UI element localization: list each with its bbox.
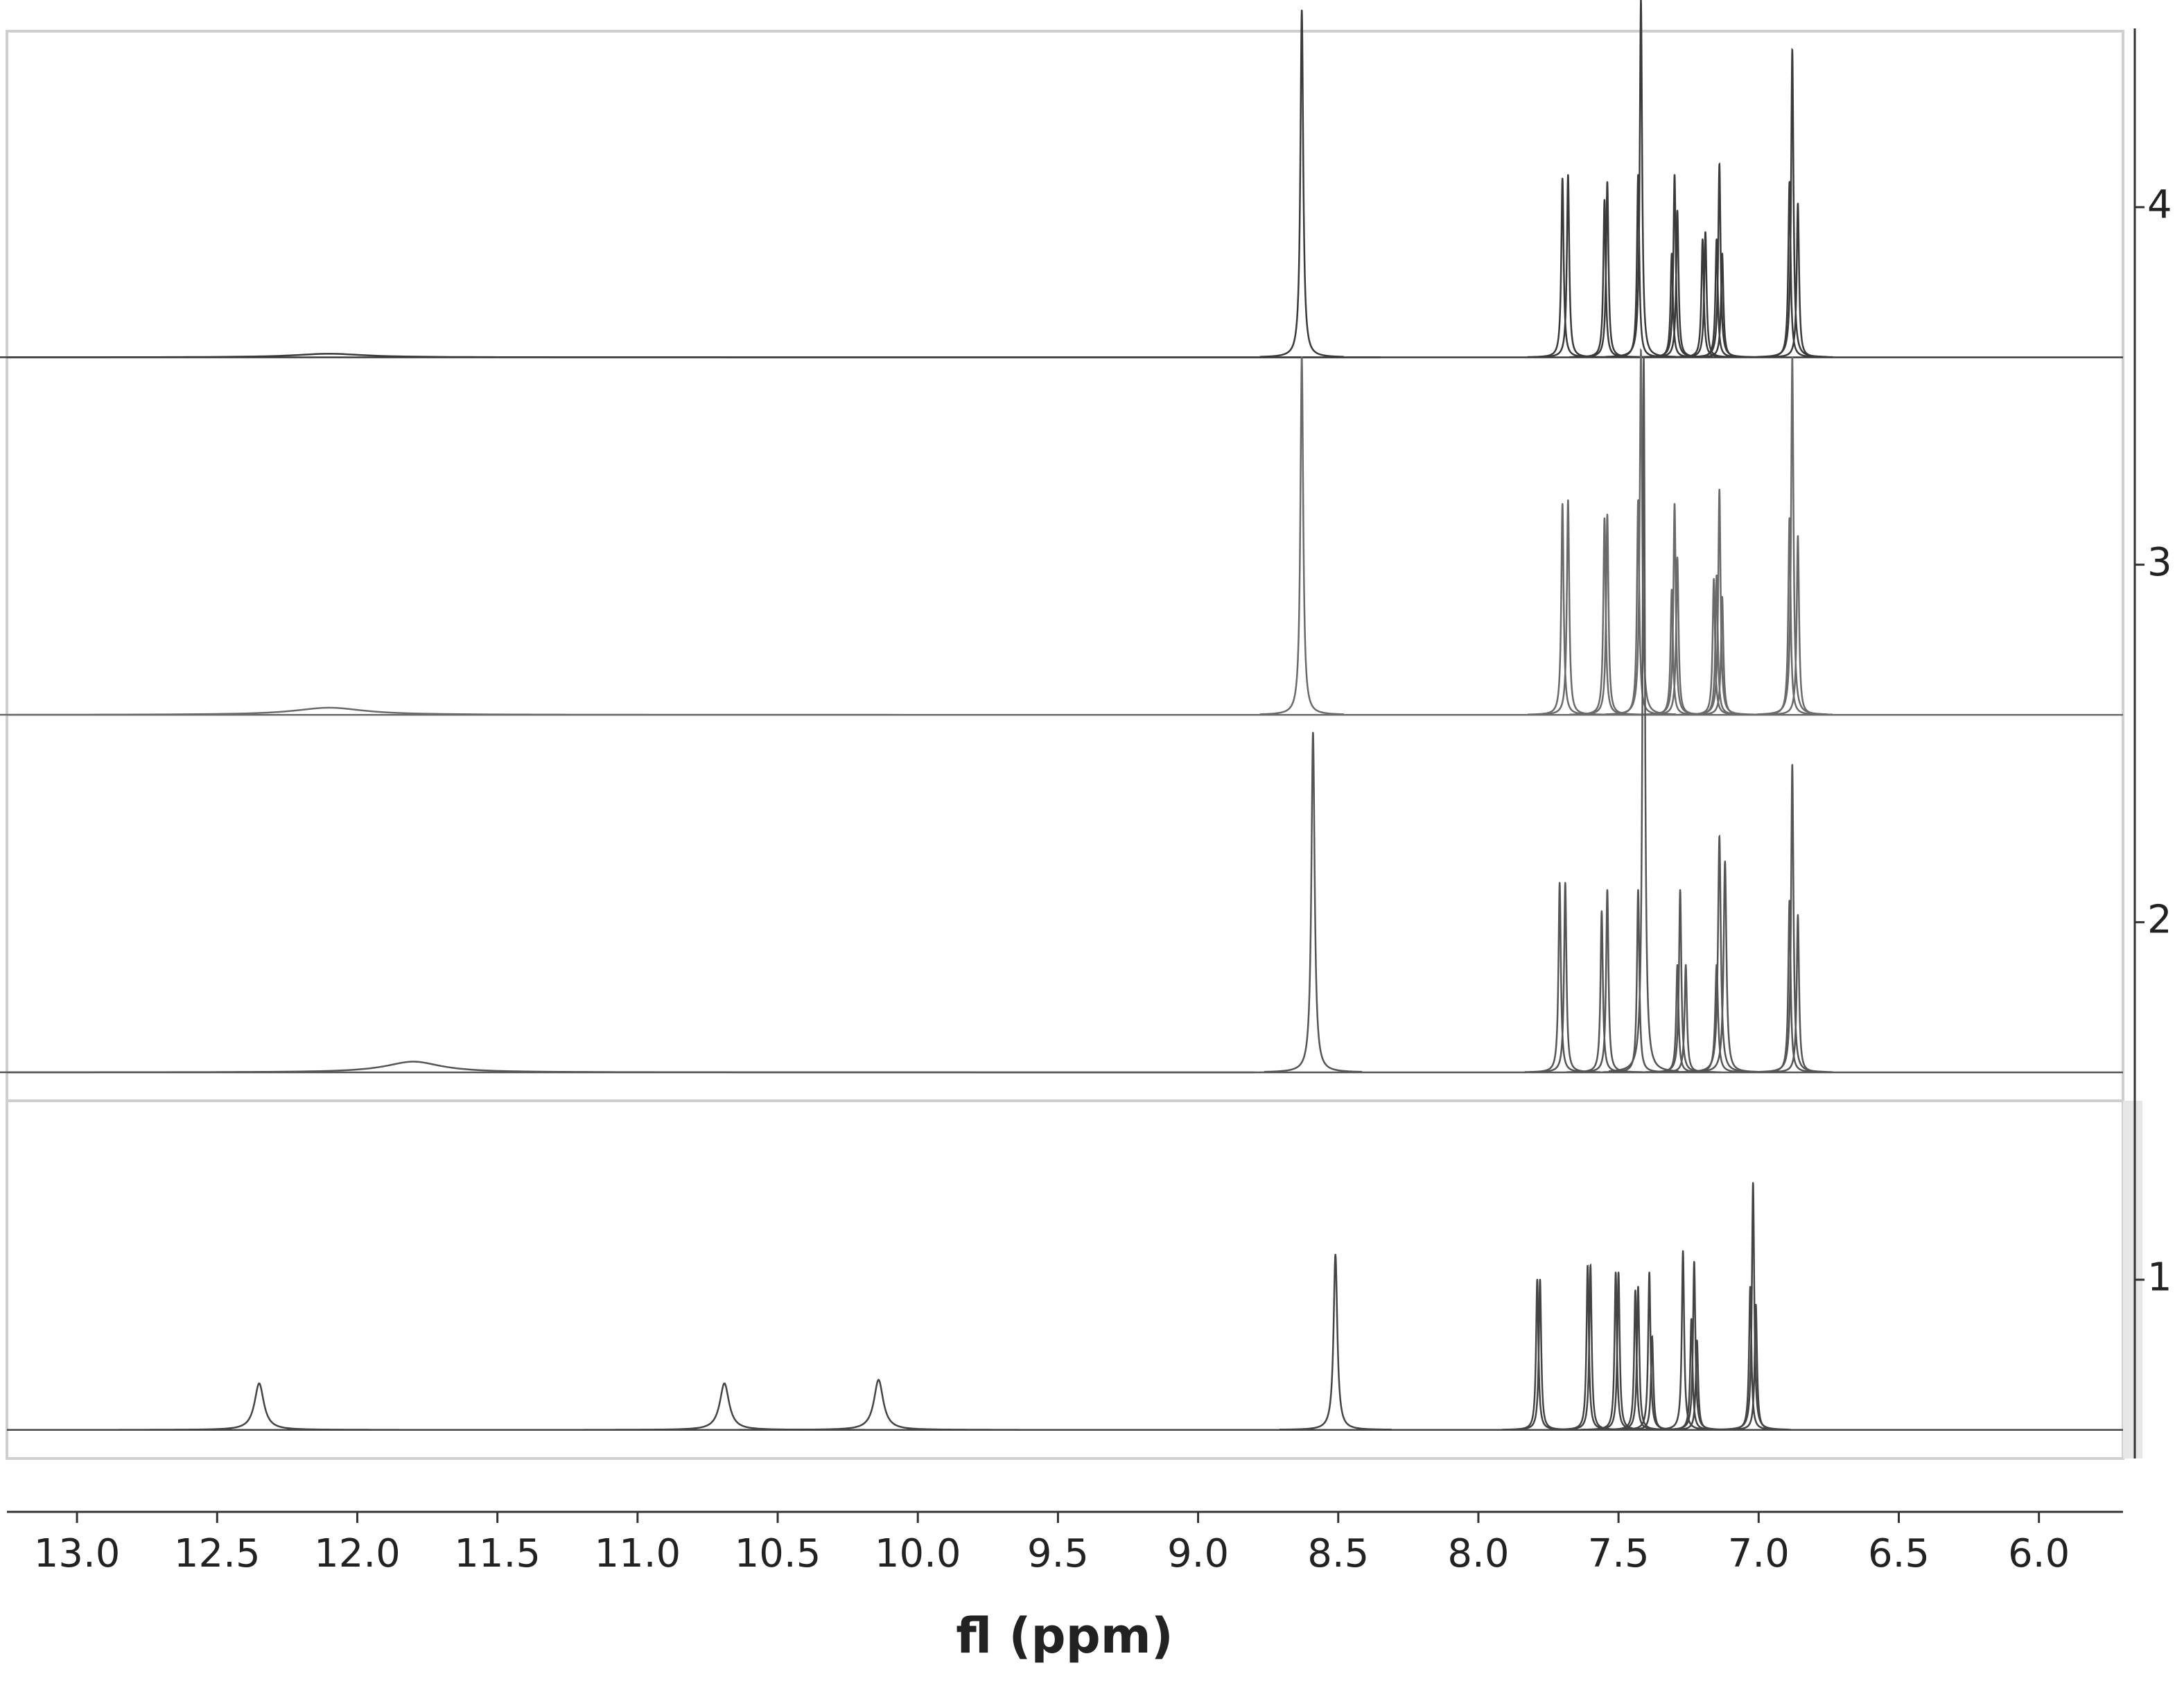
peak [1677,834,1762,1073]
peak [0,1061,1255,1074]
y-tick-label: 2 [2147,898,2172,943]
peak [1524,882,1595,1073]
y-tick-label: 3 [2147,540,2172,585]
peak [1605,348,1677,715]
x-tick-label: 8.5 [1307,1531,1369,1576]
peak [1527,503,1598,715]
peak [0,706,1381,716]
x-tick-label: 6.5 [1868,1531,1930,1576]
peak [119,1382,400,1431]
x-tick-label: 10.0 [875,1531,961,1576]
x-tick-label: 7.0 [1728,1531,1790,1576]
peak [0,353,1381,358]
x-tick-label: 9.0 [1167,1531,1229,1576]
peak [1687,252,1758,358]
peak [1608,356,1679,1072]
peak [1763,534,1833,716]
x-tick-label: 13.0 [34,1531,121,1576]
peak [1566,909,1637,1073]
x-tick-label: 8.0 [1447,1531,1509,1576]
x-tick-label: 7.5 [1588,1531,1650,1576]
peak [1687,595,1758,716]
peak [1720,1303,1791,1431]
peak [584,1382,865,1431]
peak [738,1379,1019,1431]
x-tick-label: 10.5 [735,1531,821,1576]
peak [1602,889,1673,1073]
x-axis-label: fl (ppm) [956,1608,1173,1664]
peak [1642,556,1713,716]
peak [1763,202,1833,358]
bottom-panel-frame [6,1099,2124,1460]
peak [1661,1339,1732,1431]
peak [1650,964,1721,1073]
x-tick-label: 12.0 [314,1531,401,1576]
peak [1683,860,1767,1073]
x-tick-label: 11.0 [594,1531,681,1576]
peak [1527,177,1598,358]
peak [1259,356,1344,715]
peak [1572,889,1643,1073]
peak [1279,1253,1392,1431]
peak [1605,0,1677,358]
peak [1264,731,1363,1073]
x-tick-label: 6.0 [2008,1531,2070,1576]
peak [1259,9,1344,358]
peak [1530,882,1600,1073]
y-tick-label: 4 [2147,182,2172,227]
x-tick-label: 9.5 [1027,1531,1089,1576]
peak [1648,1250,1718,1431]
peak [1763,914,1833,1073]
peak [1532,499,1603,715]
peak [1532,174,1603,358]
x-tick-label: 12.5 [174,1531,261,1576]
peak [1505,1278,1575,1431]
plot-frame [6,30,2124,1460]
x-tick-label: 11.5 [454,1531,541,1576]
y-tick-label: 1 [2147,1255,2172,1300]
